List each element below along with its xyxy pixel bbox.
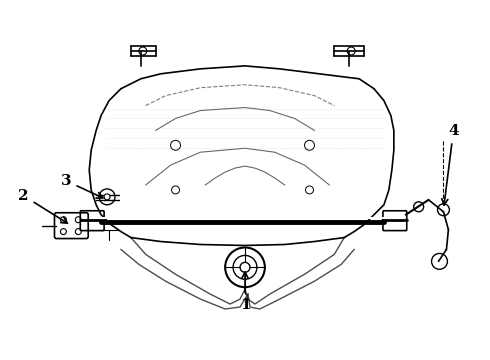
Text: 4: 4 [442,124,459,205]
Text: 3: 3 [61,174,103,198]
Circle shape [240,262,250,272]
Circle shape [104,194,110,200]
Text: 2: 2 [19,189,68,223]
Text: 1: 1 [240,272,250,312]
